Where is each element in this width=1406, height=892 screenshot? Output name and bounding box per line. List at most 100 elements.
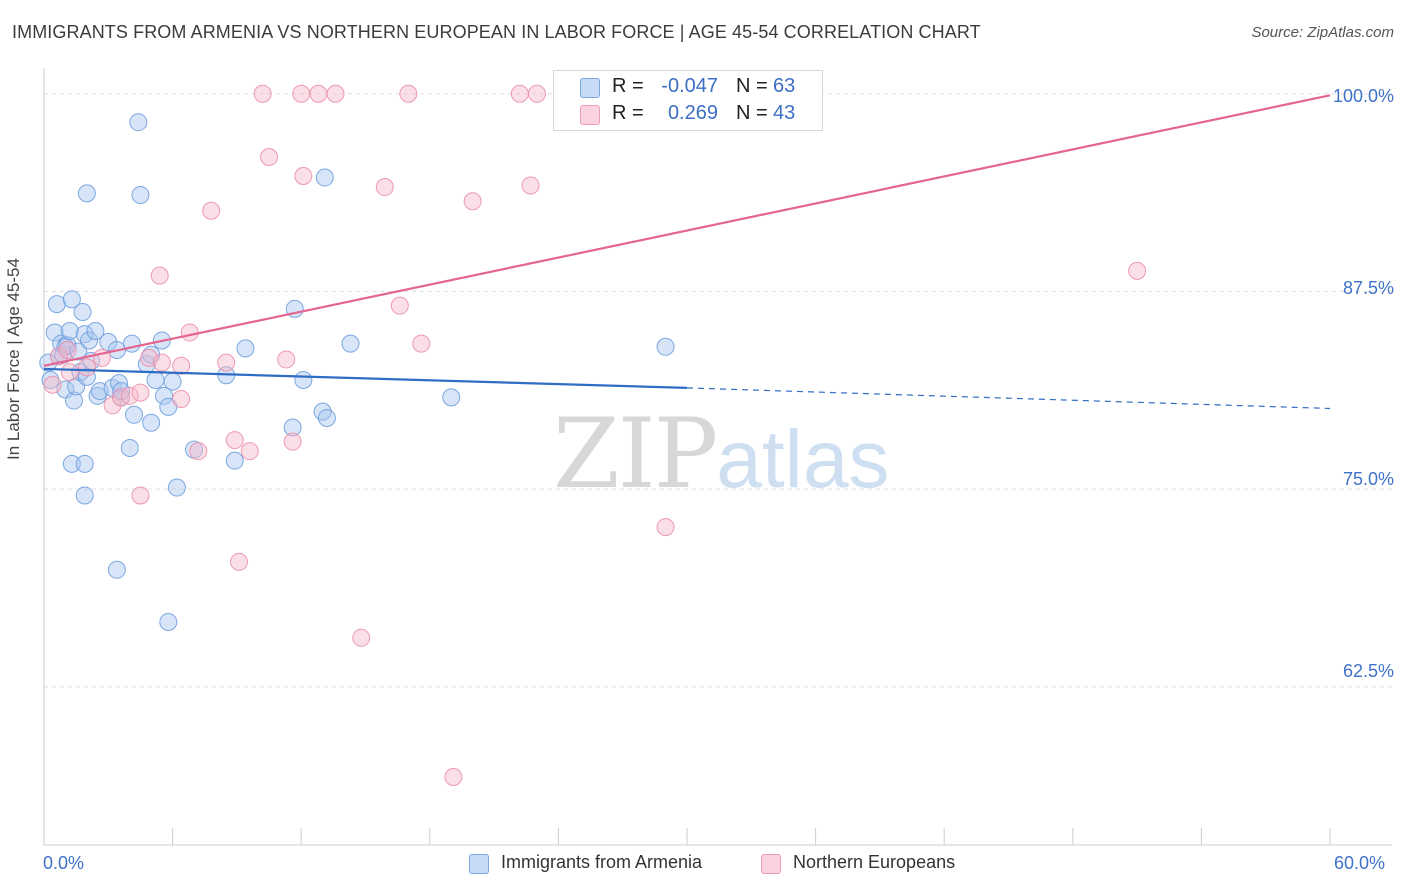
armenia-point bbox=[86, 321, 105, 340]
northern-europeans-point bbox=[131, 486, 150, 505]
northern-europeans-point bbox=[150, 266, 169, 285]
armenia-point bbox=[62, 290, 81, 309]
northern-europeans-point bbox=[521, 176, 540, 195]
northern-europeans-point bbox=[656, 518, 675, 537]
armenia-point bbox=[112, 382, 131, 401]
northern-europeans-point bbox=[390, 296, 409, 315]
armenia-point bbox=[317, 408, 336, 427]
armenia-point bbox=[73, 302, 92, 321]
armenia-point bbox=[62, 454, 81, 473]
correlation-legend: R = -0.047 N = 63 R = 0.269 N = 43 bbox=[553, 70, 823, 131]
armenia-point bbox=[236, 339, 255, 358]
legend-swatch-northern-europeans bbox=[580, 105, 600, 125]
armenia-point bbox=[41, 371, 60, 389]
northern-europeans-point bbox=[77, 358, 96, 377]
legend-n-label: N = bbox=[736, 102, 768, 124]
northern-europeans-point bbox=[283, 432, 302, 451]
northern-europeans-point bbox=[1128, 261, 1147, 280]
northern-europeans-point bbox=[444, 767, 463, 786]
northern-europeans-point bbox=[172, 389, 191, 408]
northern-europeans-point bbox=[152, 353, 171, 372]
northern-europeans-point bbox=[60, 363, 79, 382]
armenia-point bbox=[142, 413, 161, 432]
legend-swatch-armenia bbox=[580, 78, 600, 98]
armenia-point bbox=[60, 321, 79, 340]
northern-europeans-point bbox=[510, 84, 529, 103]
x-tick-label: 0.0% bbox=[43, 853, 85, 873]
armenia-point bbox=[294, 371, 313, 389]
legend-r-label: R = bbox=[612, 75, 644, 97]
armenia-point bbox=[77, 184, 96, 203]
watermark-zip: ZIP bbox=[553, 398, 718, 510]
northern-europeans-trend-line bbox=[43, 94, 1331, 367]
northern-europeans-point bbox=[120, 386, 139, 405]
armenia-point bbox=[80, 331, 99, 350]
northern-europeans-point bbox=[180, 323, 199, 342]
armenia-trend-line bbox=[43, 367, 688, 390]
armenia-point bbox=[107, 560, 126, 579]
y-tick-label: 62.5% bbox=[1342, 661, 1394, 681]
northern-europeans-point bbox=[309, 84, 328, 103]
northern-europeans-point bbox=[58, 340, 77, 359]
northern-europeans-point bbox=[527, 84, 546, 103]
armenia-point bbox=[283, 418, 302, 437]
armenia-point bbox=[159, 397, 178, 416]
northern-europeans-point bbox=[225, 431, 244, 450]
y-tick-label: 87.5% bbox=[1342, 278, 1394, 298]
armenia-point bbox=[71, 363, 90, 382]
armenia-point bbox=[125, 405, 144, 424]
northern-europeans-point bbox=[260, 147, 279, 166]
legend-swatch-northern-europeans bbox=[761, 854, 781, 874]
armenia-point bbox=[225, 451, 244, 470]
series-legend: Immigrants from Armenia Northern Europea… bbox=[0, 852, 1406, 876]
northern-europeans-point bbox=[463, 192, 482, 211]
northern-europeans-point bbox=[352, 628, 371, 647]
northern-europeans-point bbox=[399, 84, 418, 103]
northern-europeans-point bbox=[277, 350, 296, 369]
armenia-point bbox=[45, 323, 64, 342]
legend-n-value: 43 bbox=[773, 102, 796, 124]
northern-europeans-point bbox=[375, 178, 394, 197]
armenia-trend-line-extension bbox=[686, 387, 1331, 410]
northern-europeans-point bbox=[292, 84, 311, 103]
legend-row-armenia: R = -0.047 N = 63 bbox=[554, 74, 822, 102]
armenia-point bbox=[341, 334, 360, 353]
y-axis-label: In Labor Force | Age 45-54 bbox=[4, 258, 23, 460]
armenia-point bbox=[442, 388, 461, 407]
northern-europeans-point bbox=[253, 84, 272, 103]
watermark-atlas: atlas bbox=[716, 414, 890, 505]
armenia-point bbox=[159, 612, 178, 631]
legend-n-value: 63 bbox=[773, 75, 796, 97]
legend-swatch-armenia bbox=[469, 854, 489, 874]
legend-label-northern-europeans: Northern Europeans bbox=[793, 852, 956, 872]
armenia-point bbox=[120, 439, 139, 458]
legend-label-armenia: Immigrants from Armenia bbox=[501, 852, 703, 872]
watermark: ZIPatlas bbox=[553, 398, 889, 510]
chart-source: Source: ZipAtlas.com bbox=[1251, 24, 1394, 41]
armenia-point bbox=[88, 386, 107, 405]
northern-europeans-point bbox=[131, 383, 150, 402]
northern-europeans-point bbox=[172, 356, 191, 375]
chart-title: IMMIGRANTS FROM ARMENIA VS NORTHERN EURO… bbox=[12, 22, 981, 42]
legend-row-northern-europeans: R = 0.269 N = 43 bbox=[554, 101, 822, 129]
armenia-point bbox=[129, 113, 148, 132]
armenia-point bbox=[47, 295, 66, 314]
armenia-point bbox=[315, 168, 334, 187]
northern-europeans-point bbox=[412, 334, 431, 353]
y-tick-label: 100.0% bbox=[1332, 86, 1394, 106]
northern-europeans-point bbox=[189, 442, 208, 461]
northern-europeans-point bbox=[43, 375, 62, 394]
armenia-point bbox=[75, 454, 94, 473]
northern-europeans-point bbox=[294, 166, 313, 185]
armenia-point bbox=[146, 371, 165, 389]
legend-n-label: N = bbox=[736, 75, 768, 97]
northern-europeans-point bbox=[202, 201, 221, 220]
northern-europeans-point bbox=[240, 442, 259, 461]
armenia-point bbox=[65, 391, 84, 410]
legend-r-value: -0.047 bbox=[661, 75, 718, 97]
legend-r-value: 0.269 bbox=[667, 102, 718, 124]
x-tick-label: 60.0% bbox=[1334, 853, 1386, 873]
northern-europeans-point bbox=[230, 552, 249, 571]
armenia-point bbox=[155, 386, 174, 405]
